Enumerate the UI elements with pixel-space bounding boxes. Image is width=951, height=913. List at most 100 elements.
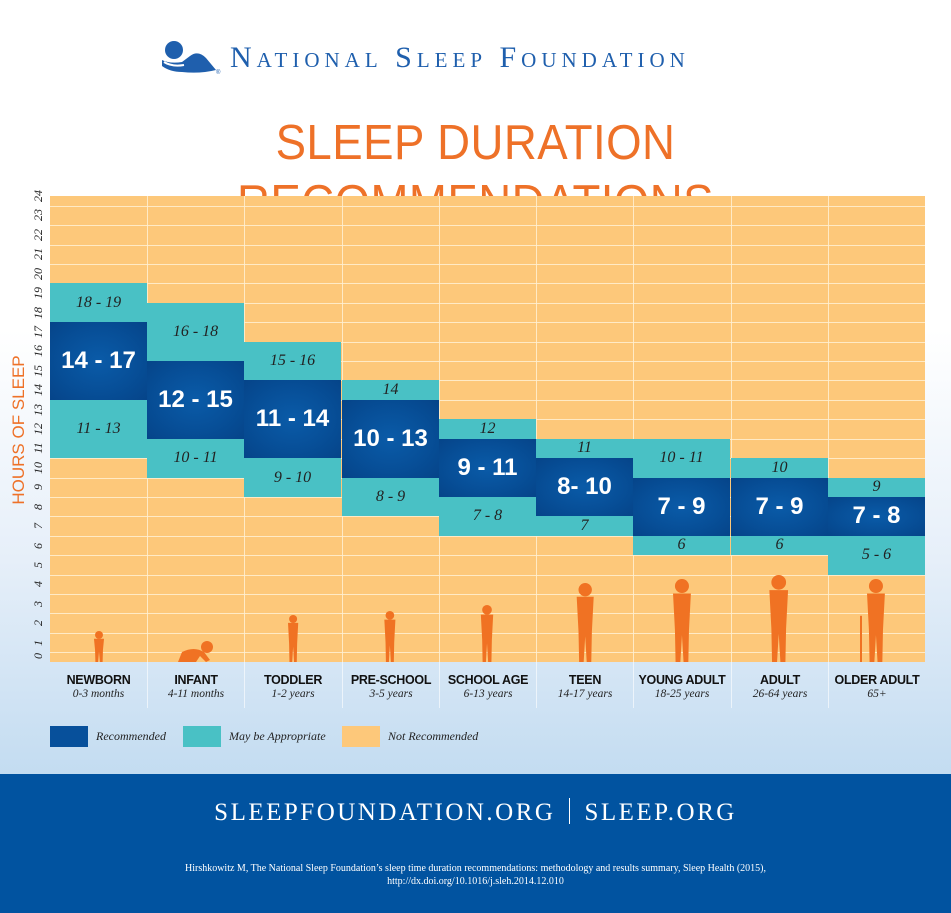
teen-icon [576, 583, 594, 662]
bar-may-be-appropriate-upper: 10 - 11 [633, 438, 730, 478]
legend-swatch-not-recommended [342, 725, 380, 747]
bar-may-be-appropriate-upper: 16 - 18 [147, 302, 244, 362]
citation-doi[interactable]: http://dx.doi.org/10.1016/j.sleh.2014.12… [387, 876, 564, 887]
legend: Recommended May be Appropriate Not Recom… [50, 725, 550, 747]
bar-value-label: 18 - 19 [75, 293, 122, 311]
bar-value-label: 7 - 8 [852, 502, 901, 530]
y-tick-label: 6 [31, 542, 45, 549]
gridline-horizontal [50, 263, 925, 265]
y-tick-label: 11 [31, 442, 45, 454]
y-tick-label: 23 [31, 209, 45, 222]
bar-value-label: 6 [677, 536, 686, 554]
sleeping-person-logo-icon: ® [162, 41, 221, 76]
gridline-horizontal [50, 322, 925, 324]
bar-value-label: 7 - 9 [657, 492, 706, 520]
gridline-horizontal [50, 574, 925, 576]
category-label: NEWBORN 0-3 months [50, 662, 147, 708]
website-links: SLEEPFOUNDATION.ORG SLEEP.ORG [0, 796, 951, 830]
category-name: TODDLER [263, 673, 323, 687]
category-labels: NEWBORN 0-3 months INFANT 4-11 months TODDLE… [50, 662, 925, 708]
category-name: YOUNG ADULT [638, 673, 726, 687]
bar-may-be-appropriate-lower: 7 [536, 516, 633, 536]
bar-recommended: 7 - 9 [633, 477, 730, 536]
legend-item-recommended: Recommended [50, 725, 166, 747]
category-age-range: 18-25 years [654, 688, 710, 700]
gridline-horizontal [50, 652, 925, 654]
y-axis-label: HOURS OF SLEEP [9, 355, 28, 505]
y-tick-label: 2 [31, 620, 45, 627]
organization-name: National Sleep Foundation [230, 41, 690, 74]
category-name: PRE-SCHOOL [350, 673, 432, 687]
bar-value-label: 10 [771, 458, 788, 476]
category-name: ADULT [760, 673, 800, 687]
gridline-horizontal [50, 302, 925, 304]
gridline-horizontal [50, 205, 925, 207]
link-sleep-org[interactable]: SLEEP.ORG [584, 799, 737, 826]
crawling-infant-icon [177, 641, 213, 662]
category-label: INFANT 4-11 months [147, 662, 244, 708]
category-label: TEEN 14-17 years [536, 662, 633, 708]
category-name: SCHOOL AGE [447, 673, 529, 687]
y-tick-label: 5 [31, 561, 45, 568]
category-age-range: 4-11 months [167, 688, 225, 700]
legend-label: Not Recommended [388, 728, 479, 743]
svg-text:®: ® [216, 69, 221, 76]
bar-value-label: 8- 10 [557, 473, 612, 501]
y-axis-ticks: 0 1 2 3 4 5 6 7 8 9 10 11 12 13 14 15 16 17 18 19 20 21 22 23 24 [28, 190, 48, 662]
chart-plot-area: 18 - 19 16 - 18 15 - 16 14 12 11 10 - 11 10 9 14 … [50, 196, 925, 662]
y-tick-label: 13 [31, 403, 45, 416]
bar-recommended: 7 - 9 [731, 477, 828, 536]
y-tick-label: 19 [31, 287, 45, 300]
bar-may-be-appropriate-lower: 6 [731, 535, 828, 556]
category-label: PRE-SCHOOL 3-5 years [342, 662, 439, 708]
bar-value-label: 11 - 14 [255, 405, 330, 433]
baby-icon [93, 631, 104, 662]
elderly-man-with-cane-icon [860, 579, 886, 662]
legend-swatch-recommended [50, 725, 88, 747]
bar-value-label: 8 - 9 [375, 487, 406, 505]
bar-may-be-appropriate-lower: 11 - 13 [50, 399, 147, 459]
gridline-horizontal [50, 361, 925, 363]
bar-recommended: 8- 10 [536, 458, 633, 517]
bar-value-label: 10 - 11 [173, 449, 218, 467]
category-label: TODDLER 1-2 years [244, 662, 341, 708]
citation-text: Hirshkowitz M, The National Sleep Founda… [184, 863, 766, 874]
gridline-horizontal [50, 555, 925, 557]
category-name: TEEN [568, 673, 602, 687]
bar-value-label: 6 [775, 536, 784, 554]
gridline-vertical [828, 196, 829, 662]
category-label: SCHOOL AGE 6-13 years [439, 662, 536, 708]
y-tick-label: 1 [31, 639, 45, 646]
bar-recommended: 10 - 13 [342, 399, 439, 478]
y-tick-label: 9 [31, 484, 45, 491]
preschooler-icon [384, 611, 396, 662]
citation: Hirshkowitz M, The National Sleep Founda… [0, 862, 951, 888]
y-tick-label: 4 [31, 581, 45, 588]
bar-value-label: 12 [479, 419, 496, 437]
y-tick-label: 24 [31, 190, 45, 202]
divider [569, 798, 571, 824]
bar-value-label: 12 - 15 [158, 385, 233, 413]
y-tick-label: 21 [31, 248, 45, 261]
y-tick-label: 8 [31, 503, 45, 510]
bar-value-label: 11 [577, 439, 592, 457]
y-tick-label: 12 [31, 423, 45, 435]
legend-item-not-recommended: Not Recommended [342, 725, 478, 747]
y-tick-label: 17 [31, 325, 45, 338]
bar-may-be-appropriate-lower: 10 - 11 [147, 438, 244, 478]
toddler-icon [287, 615, 299, 662]
bar-may-be-appropriate-lower: 7 - 8 [439, 496, 536, 536]
link-sleepfoundation[interactable]: SLEEPFOUNDATION.ORG [214, 799, 556, 826]
gridline-vertical [536, 196, 537, 662]
gridline-horizontal [50, 341, 925, 343]
category-name: INFANT [174, 673, 218, 687]
category-label: ADULT 26-64 years [731, 662, 828, 708]
gridline-horizontal [50, 283, 925, 285]
bar-may-be-appropriate-upper: 14 [342, 380, 439, 400]
gridline-horizontal [50, 244, 925, 246]
bar-value-label: 16 - 18 [172, 322, 219, 340]
bar-may-be-appropriate-upper: 11 [536, 438, 633, 459]
category-age-range: 6-13 years [463, 688, 513, 700]
bar-may-be-appropriate-upper: 9 [828, 477, 925, 497]
category-age-range: 3-5 years [369, 688, 413, 700]
